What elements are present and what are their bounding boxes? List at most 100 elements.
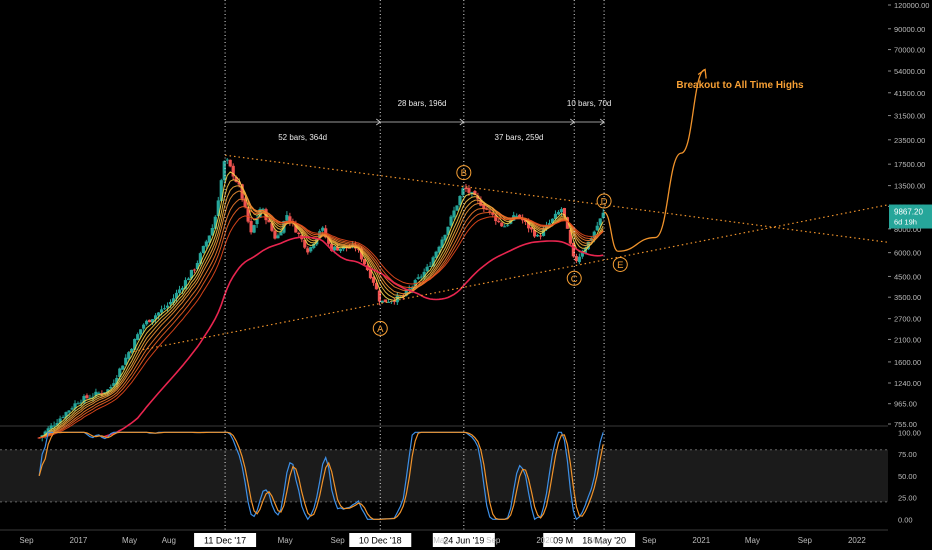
time-tick-label: Sep [19, 536, 34, 545]
candle-body [165, 305, 170, 308]
candle-body [574, 256, 578, 262]
range-measurements: 52 bars, 364d 28 bars, 196d 37 bars, 259d 1… [225, 99, 611, 142]
candle-body [383, 299, 387, 303]
wave-point-label: B [461, 168, 467, 179]
candle-body [321, 227, 325, 231]
candle [601, 208, 605, 220]
candle-body [425, 266, 429, 272]
candle-body [494, 215, 498, 222]
candle [136, 332, 140, 341]
candle [279, 229, 283, 236]
price-tick-label: 6000.00 [894, 249, 921, 258]
candle-body [213, 216, 217, 229]
candle-body [530, 227, 534, 230]
candle-body [577, 256, 581, 263]
candle [133, 338, 137, 350]
candle-body [201, 245, 205, 253]
candle [580, 249, 584, 259]
candle [276, 233, 280, 239]
candle [422, 268, 426, 281]
oscillator-tick-label: 0.00 [898, 515, 913, 524]
candle-body [473, 191, 477, 196]
candle-body [64, 412, 68, 418]
price-tick-label: 70000.00 [894, 46, 925, 55]
candle [213, 215, 217, 229]
price-tick-label: 31500.00 [894, 112, 925, 121]
candle [535, 233, 540, 237]
oscillator-band-fill [0, 449, 888, 502]
price-tick-label: 3500.00 [894, 293, 921, 302]
oscillator-d-line [38, 431, 604, 520]
candle-body [145, 320, 149, 325]
candle [228, 159, 232, 168]
candle-body [243, 198, 247, 208]
candle-body [261, 208, 265, 210]
candle-body [177, 289, 182, 293]
candle-body [503, 226, 507, 228]
candle-body [249, 221, 253, 233]
ema-ribbon [39, 171, 604, 439]
candle-body [410, 286, 414, 290]
candle [440, 236, 444, 249]
candle-body [216, 200, 220, 217]
wave-point-label: A [377, 324, 384, 335]
candle-body [422, 271, 426, 278]
candle-body [416, 277, 420, 279]
candle-body [532, 229, 537, 237]
candle-body [198, 253, 202, 264]
candle-body [159, 309, 164, 313]
candle-body [562, 208, 567, 217]
candle-body [437, 246, 441, 253]
price-tick-label: 54000.00 [894, 67, 925, 76]
price-tick-label: 1240.00 [894, 379, 921, 388]
candle-body [46, 428, 50, 433]
price-tick-label: 17500.00 [894, 160, 925, 169]
wave-point: C [566, 270, 582, 286]
candle-body [252, 225, 256, 233]
candle-body [440, 239, 444, 248]
candle-body [538, 235, 543, 237]
date-marker-label: 11 Dec '17 [204, 536, 246, 546]
candle-body [601, 212, 605, 218]
date-marker-badge [432, 533, 495, 547]
candle-body [267, 219, 271, 223]
candle [574, 253, 578, 264]
candle-body [183, 280, 188, 289]
candle [97, 391, 101, 395]
candle [76, 401, 80, 405]
candle-body [527, 220, 531, 229]
time-tick-label: May [122, 536, 137, 545]
candle-body [168, 301, 173, 305]
candle-body [52, 425, 56, 427]
candle-body [568, 229, 573, 244]
oscillator-band [0, 449, 888, 503]
candle-body [276, 235, 280, 239]
last-price-label: 9867.20 [894, 208, 923, 217]
candle-body [497, 221, 501, 223]
candle-body [297, 232, 301, 235]
candle-body [49, 425, 53, 430]
candle [67, 410, 71, 417]
candle-body [189, 269, 194, 279]
candle [82, 394, 86, 405]
price-tick-label: 2100.00 [894, 335, 921, 344]
candle [112, 379, 116, 388]
candle-body [255, 217, 259, 225]
candle-body [377, 290, 382, 302]
candle-body [386, 301, 390, 303]
date-marker-badge [194, 533, 257, 547]
candle [70, 406, 74, 411]
price-tick-label: 120000.00 [894, 1, 929, 10]
wave-point-circle [612, 256, 628, 272]
price-tick-label: 4500.00 [894, 272, 921, 281]
candle [186, 277, 191, 281]
ema-line [39, 215, 604, 439]
candle-body [106, 389, 110, 393]
candle-body [458, 195, 462, 206]
candle-body [368, 268, 373, 279]
candle [88, 394, 92, 400]
candle [165, 302, 170, 312]
candle-body [452, 210, 456, 218]
candle [530, 226, 534, 233]
